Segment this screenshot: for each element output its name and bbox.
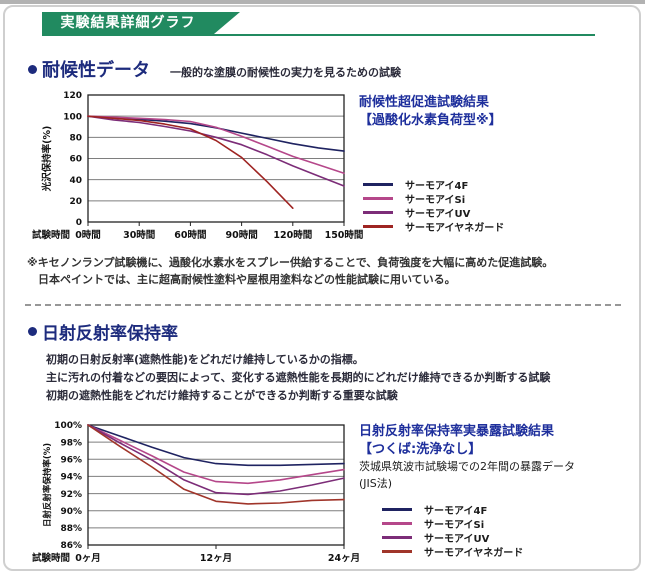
chart2-note-line1: 茨城県筑波市試験場での2年間の暴露データ (359, 460, 575, 473)
section1-title-text: 耐候性データ (42, 60, 150, 81)
plot-border (87, 94, 345, 223)
footnote-line2: 日本ペイントでは、主に超高耐候性塗料や屋根用塗料などの性能試験に用いている。 (38, 272, 456, 286)
chart1-result-title-line1: 耐候性超促進試験結果 (359, 95, 490, 110)
y-tick-label: 96% (60, 455, 82, 465)
legend-item: サーモアイ4F (363, 177, 504, 192)
legend-item: サーモアイ4F (382, 502, 523, 517)
dashed-separator (25, 304, 621, 306)
section2-desc-line2: 主に汚れの付着などの要因によって、変化する遮熱性能を長期的にどれだけ維持できるか… (46, 370, 551, 384)
y-tick-label: 80 (69, 134, 82, 144)
series-line-2 (87, 115, 345, 187)
chart2-result-title-line2: 【つくば:洗浄なし】 (359, 441, 482, 457)
chart1-footnote: ※キセノンランプ試験機に、過酸化水素水をスプレー供給することで、負荷強度を大幅に… (27, 255, 553, 288)
content-frame (3, 5, 641, 571)
gloss-retention-chart: 0 20 40 60 80 100 120 0時間 30時間 60時間 90時間 120時間 150時間… (32, 91, 364, 241)
legend-label: サーモアイヤネガード (405, 222, 505, 234)
header-banner: 実験結果詳細グラフ (42, 12, 214, 34)
series-color-chip (382, 549, 412, 553)
legend-label: サーモアイSi (424, 519, 485, 531)
y-tick-label: 86% (60, 541, 82, 551)
y-tick-label: 40 (69, 176, 82, 186)
series-color-chip (382, 535, 412, 539)
x-tick-label: 12ヶ月 (200, 553, 232, 564)
x-tick-label: 24ヶ月 (328, 553, 360, 564)
series-color-chip (382, 507, 412, 511)
y-axis-caption: 日射反射率保持率(%) (42, 443, 53, 527)
series-line-0 (87, 424, 345, 467)
series-color-chip (363, 196, 393, 200)
series-color-chip (363, 182, 393, 186)
x-axis-caption: 試験時間 (32, 229, 70, 241)
legend-label: サーモアイSi (405, 194, 466, 206)
series-line-2 (87, 424, 345, 496)
y-tick-label: 0 (76, 218, 82, 228)
header-banner-title: 実験結果詳細グラフ (60, 15, 196, 31)
section1-subtitle: 一般的な塗膜の耐候性の実力を見るための試験 (170, 66, 401, 79)
y-tick-label: 92% (60, 490, 82, 500)
chart2-note-line2: (JIS法) (359, 476, 393, 490)
series-line-3 (87, 115, 294, 209)
x-tick-label: 0ヶ月 (75, 553, 101, 564)
x-tick-label: 90時間 (225, 229, 257, 241)
chart1-legend: サーモアイ4F サーモアイSi サーモアイUV サーモアイヤネガード (363, 177, 505, 234)
y-tick-label: 20 (69, 197, 82, 207)
series-line-3 (87, 424, 345, 505)
y-tick-label: 90% (60, 507, 82, 517)
top-strip (0, 0, 645, 4)
legend-item: サーモアイヤネガード (363, 219, 505, 234)
y-axis-caption: 光沢保持率(%) (41, 126, 53, 193)
legend-item: サーモアイUV (363, 205, 504, 220)
header-banner-tail (214, 12, 240, 34)
y-tick-label: 94% (60, 473, 82, 483)
legend-item: サーモアイSi (363, 191, 504, 206)
chart2-legend: サーモアイ4F サーモアイSi サーモアイUV サーモアイヤネガード (382, 502, 524, 559)
series-color-chip (363, 224, 393, 228)
bullet-icon (28, 64, 37, 74)
legend-item: サーモアイUV (382, 530, 523, 545)
legend-item: サーモアイSi (382, 516, 523, 531)
legend-label: サーモアイ4F (424, 505, 488, 517)
series-line-1 (87, 115, 345, 175)
x-tick-label: 0時間 (75, 229, 101, 241)
legend-label: サーモアイ4F (405, 180, 469, 192)
solar-reflectance-chart: 86% 88% 90% 92% 94% 96% 98% 100% 0ヶ月 12ヶ月 24ヶ月 試験時間… (32, 421, 360, 564)
x-tick-label: 120時間 (273, 229, 312, 241)
legend-label: サーモアイヤネガード (424, 547, 524, 559)
y-tick-label: 88% (60, 524, 82, 534)
x-tick-label: 150時間 (325, 229, 364, 241)
y-tick-label: 60 (69, 155, 82, 165)
chart1-result-title-line2: 【過酸化水素負荷型※】 (359, 112, 502, 128)
legend-item: サーモアイヤネガード (382, 544, 524, 559)
chart2-result-note: 茨城県筑波市試験場での2年間の暴露データ (JIS法) (359, 459, 575, 492)
series-color-chip (382, 521, 412, 525)
section2-title: 日射反射率保持率 (28, 319, 178, 344)
y-tick-label: 100 (63, 112, 82, 122)
section2-desc-line3: 初期の遮熱性能をどれだけ維持することができるか判断する重要な試験 (46, 388, 398, 402)
y-tick-label: 98% (60, 438, 82, 448)
chart2-result-title-line1: 日射反射率保持率実暴露試験結果 (359, 424, 555, 439)
x-axis-caption: 試験時間 (32, 552, 70, 564)
y-tick-label: 100% (54, 421, 82, 431)
bullet-icon (28, 327, 37, 336)
chart2-result-title: 日射反射率保持率実暴露試験結果 【つくば:洗浄なし】 (359, 423, 554, 458)
legend-label: サーモアイUV (405, 208, 471, 220)
legend-label: サーモアイUV (424, 533, 490, 545)
y-tick-label: 120 (63, 91, 82, 101)
series-color-chip (363, 210, 393, 214)
footnote-line1: ※キセノンランプ試験機に、過酸化水素水をスプレー供給することで、負荷強度を大幅に… (27, 256, 554, 269)
section2-title-text: 日射反射率保持率 (42, 324, 178, 344)
section2-desc-line1: 初期の日射反射率(遮熱性能)をどれだけ維持しているかの指標。 (46, 353, 364, 366)
series-line-1 (87, 424, 345, 485)
x-tick-label: 60時間 (174, 229, 206, 241)
section1-title: 耐候性データ (28, 56, 150, 82)
header-banner-underline (42, 34, 595, 36)
chart1-result-title: 耐候性超促進試験結果 【過酸化水素負荷型※】 (359, 94, 502, 129)
section2-description: 初期の日射反射率(遮熱性能)をどれだけ維持しているかの指標。 主に汚れの付着など… (46, 351, 550, 404)
x-tick-label: 30時間 (123, 229, 155, 241)
